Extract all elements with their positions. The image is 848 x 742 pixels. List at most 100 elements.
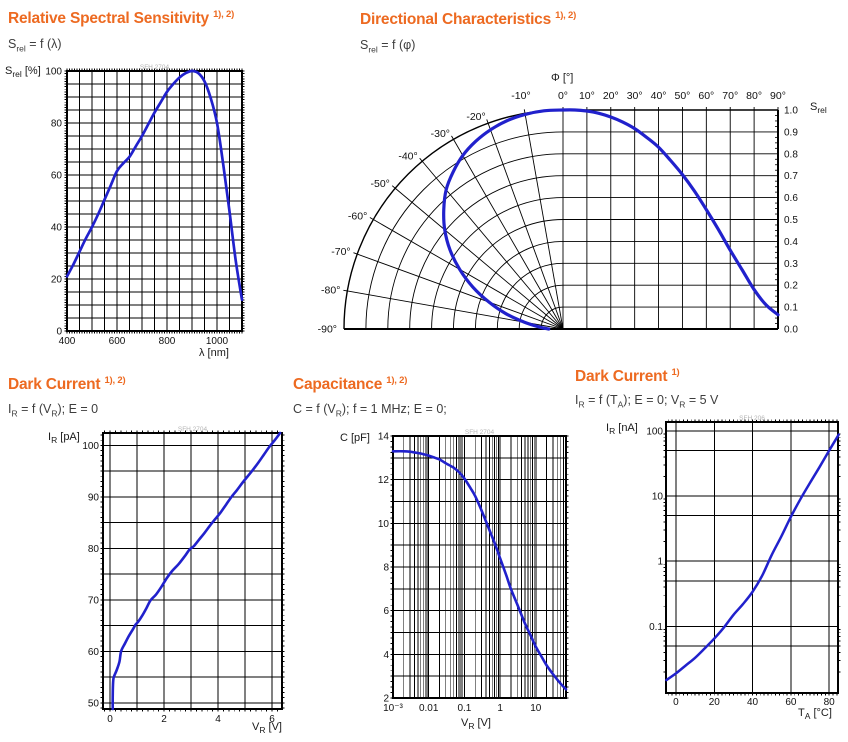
- svg-text:90°: 90°: [770, 90, 786, 102]
- title-text: Relative Spectral Sensitivity: [8, 10, 209, 28]
- svg-text:70: 70: [88, 595, 100, 606]
- spectral-x-axis-label: λ [nm]: [199, 347, 229, 359]
- svg-text:40: 40: [51, 223, 63, 234]
- svg-text:14: 14: [378, 432, 390, 443]
- directional-angle-axis-label: Φ [°]: [551, 72, 574, 84]
- dark-current-t-x-axis-label: TA [°C]: [798, 707, 832, 722]
- plot-border: [102, 432, 283, 710]
- angle-tick-labels: -10° 0° 10° 20° 30° 40° 50° 60° 70° 80° 90°: [511, 90, 786, 102]
- svg-text:40°: 40°: [651, 90, 667, 102]
- svg-text:0.01: 0.01: [419, 703, 439, 714]
- watermark: SFH 2704: [178, 426, 208, 433]
- svg-text:80: 80: [88, 544, 100, 555]
- dark-current-v-chart-plot: 0 2 4 6 50 60 70 80 90 100 SFH 2704: [82, 426, 285, 725]
- dark-current-v-chart-title: Dark Current 1), 2): [8, 375, 126, 394]
- svg-text:20°: 20°: [603, 90, 619, 102]
- title-text: Dark Current: [8, 376, 101, 394]
- svg-text:0: 0: [673, 697, 679, 708]
- title-text: Capacitance: [293, 376, 383, 394]
- directional-chart-title: Directional Characteristics 1), 2): [360, 10, 576, 29]
- svg-text:50: 50: [88, 698, 100, 709]
- plot-border: [392, 435, 567, 699]
- svg-text:600: 600: [109, 336, 126, 347]
- svg-text:0.9: 0.9: [784, 127, 798, 138]
- svg-text:0.2: 0.2: [784, 281, 798, 292]
- footnote-marker: 1): [671, 367, 680, 378]
- spectral-chart-plot: 400 600 800 1000 0 20 40 60 80 100 SFH 2704: [45, 64, 245, 347]
- svg-text:-10°: -10°: [511, 90, 530, 102]
- svg-text:-80°: -80°: [321, 284, 340, 296]
- y-tick-labels: 2 4 6 8 10 12 14: [378, 432, 390, 705]
- svg-text:0.6: 0.6: [784, 193, 798, 204]
- svg-text:0.8: 0.8: [784, 149, 798, 160]
- svg-text:50°: 50°: [674, 90, 690, 102]
- svg-text:0.3: 0.3: [784, 259, 798, 270]
- svg-text:40: 40: [747, 697, 759, 708]
- directional-characteristics-curve: [442, 108, 780, 331]
- svg-text:6: 6: [383, 606, 389, 617]
- svg-text:-70°: -70°: [331, 246, 350, 258]
- svg-text:-20°: -20°: [466, 111, 485, 123]
- x-tick-labels: 10⁻³ 0.01 0.1 1 10: [383, 703, 542, 714]
- svg-text:20: 20: [709, 697, 721, 708]
- svg-text:12: 12: [378, 475, 390, 486]
- dark-current-v-y-axis-label: IR [pA]: [48, 431, 80, 446]
- footnote-marker: 1), 2): [104, 375, 126, 386]
- title-text: Dark Current: [575, 368, 668, 386]
- svg-text:30°: 30°: [627, 90, 643, 102]
- capacitance-chart-title: Capacitance 1), 2): [293, 375, 407, 394]
- grid: [393, 436, 566, 698]
- radial-tick-labels: 1.0 0.9 0.8 0.7 0.6 0.5 0.4 0.3 0.2 0.1 0.0: [784, 106, 798, 336]
- dark-current-vs-voltage-curve: [111, 431, 282, 711]
- svg-text:1: 1: [497, 703, 503, 714]
- capacitance-vs-voltage-curve: [391, 449, 568, 691]
- svg-text:60°: 60°: [698, 90, 714, 102]
- svg-text:100: 100: [45, 67, 62, 78]
- svg-text:-40°: -40°: [398, 150, 417, 162]
- svg-text:0.1: 0.1: [457, 703, 471, 714]
- x-tick-labels: 0 2 4 6: [107, 714, 275, 725]
- y-tick-labels: 100 10 1 0.1: [646, 426, 663, 632]
- title-text: Directional Characteristics: [360, 11, 552, 29]
- watermark: SFH 2704: [140, 64, 170, 71]
- footnote-marker: 1), 2): [386, 375, 408, 386]
- svg-text:60: 60: [785, 697, 797, 708]
- dark-current-v-x-axis-label: VR [V]: [252, 721, 282, 736]
- capacitance-chart-plot: 10⁻³ 0.01 0.1 1 10 2 4 6 8 10 12 14 SFH 2704: [378, 429, 569, 714]
- svg-text:-30°: -30°: [431, 128, 450, 140]
- axis-ticks: [100, 430, 285, 712]
- svg-text:0.4: 0.4: [784, 237, 798, 248]
- svg-text:4: 4: [383, 650, 389, 661]
- svg-text:1: 1: [657, 557, 663, 568]
- svg-text:1000: 1000: [206, 336, 229, 347]
- svg-text:60: 60: [88, 647, 100, 658]
- cartesian-grid: [562, 109, 778, 329]
- svg-text:-90°: -90°: [318, 324, 337, 336]
- dark-current-t-chart-plot: 0 20 40 60 80 100 10 1 0.1 SFH 206: [646, 415, 841, 708]
- relative-spectral-sensitivity-curve: [65, 69, 244, 302]
- x-tick-labels: 400 600 800 1000: [59, 336, 229, 347]
- svg-text:800: 800: [159, 336, 176, 347]
- svg-text:0: 0: [107, 714, 113, 725]
- svg-text:70°: 70°: [722, 90, 738, 102]
- svg-text:10⁻³: 10⁻³: [383, 703, 403, 714]
- svg-text:-50°: -50°: [370, 178, 389, 190]
- svg-text:SFH 2704: SFH 2704: [465, 429, 495, 436]
- plot-border: [66, 70, 243, 332]
- svg-text:0.5: 0.5: [784, 215, 798, 226]
- capacitance-chart-subtitle: C = f (VR); f = 1 MHz; E = 0;: [293, 402, 447, 419]
- dark-current-t-chart-subtitle: IR = f (TA); E = 0; VR = 5 V: [575, 393, 719, 410]
- svg-text:80: 80: [824, 697, 836, 708]
- svg-text:100: 100: [646, 426, 663, 437]
- svg-text:0°: 0°: [558, 90, 568, 102]
- spectral-chart-subtitle: Srel = f (λ): [8, 37, 62, 54]
- svg-text:2: 2: [383, 694, 389, 705]
- svg-text:4: 4: [215, 714, 221, 725]
- svg-text:SFH 2704: SFH 2704: [178, 426, 208, 433]
- svg-text:10: 10: [652, 492, 664, 503]
- arc-angle-labels: -20° -30° -40° -50° -60° -70° -80° -90°: [318, 111, 486, 335]
- svg-text:10: 10: [530, 703, 542, 714]
- y-tick-labels: 50 60 70 80 90 100: [82, 441, 99, 709]
- directional-chart-plot: -10° 0° 10° 20° 30° 40° 50° 60° 70° 80° 90° -20° -30…: [318, 90, 799, 336]
- svg-text:8: 8: [383, 563, 389, 574]
